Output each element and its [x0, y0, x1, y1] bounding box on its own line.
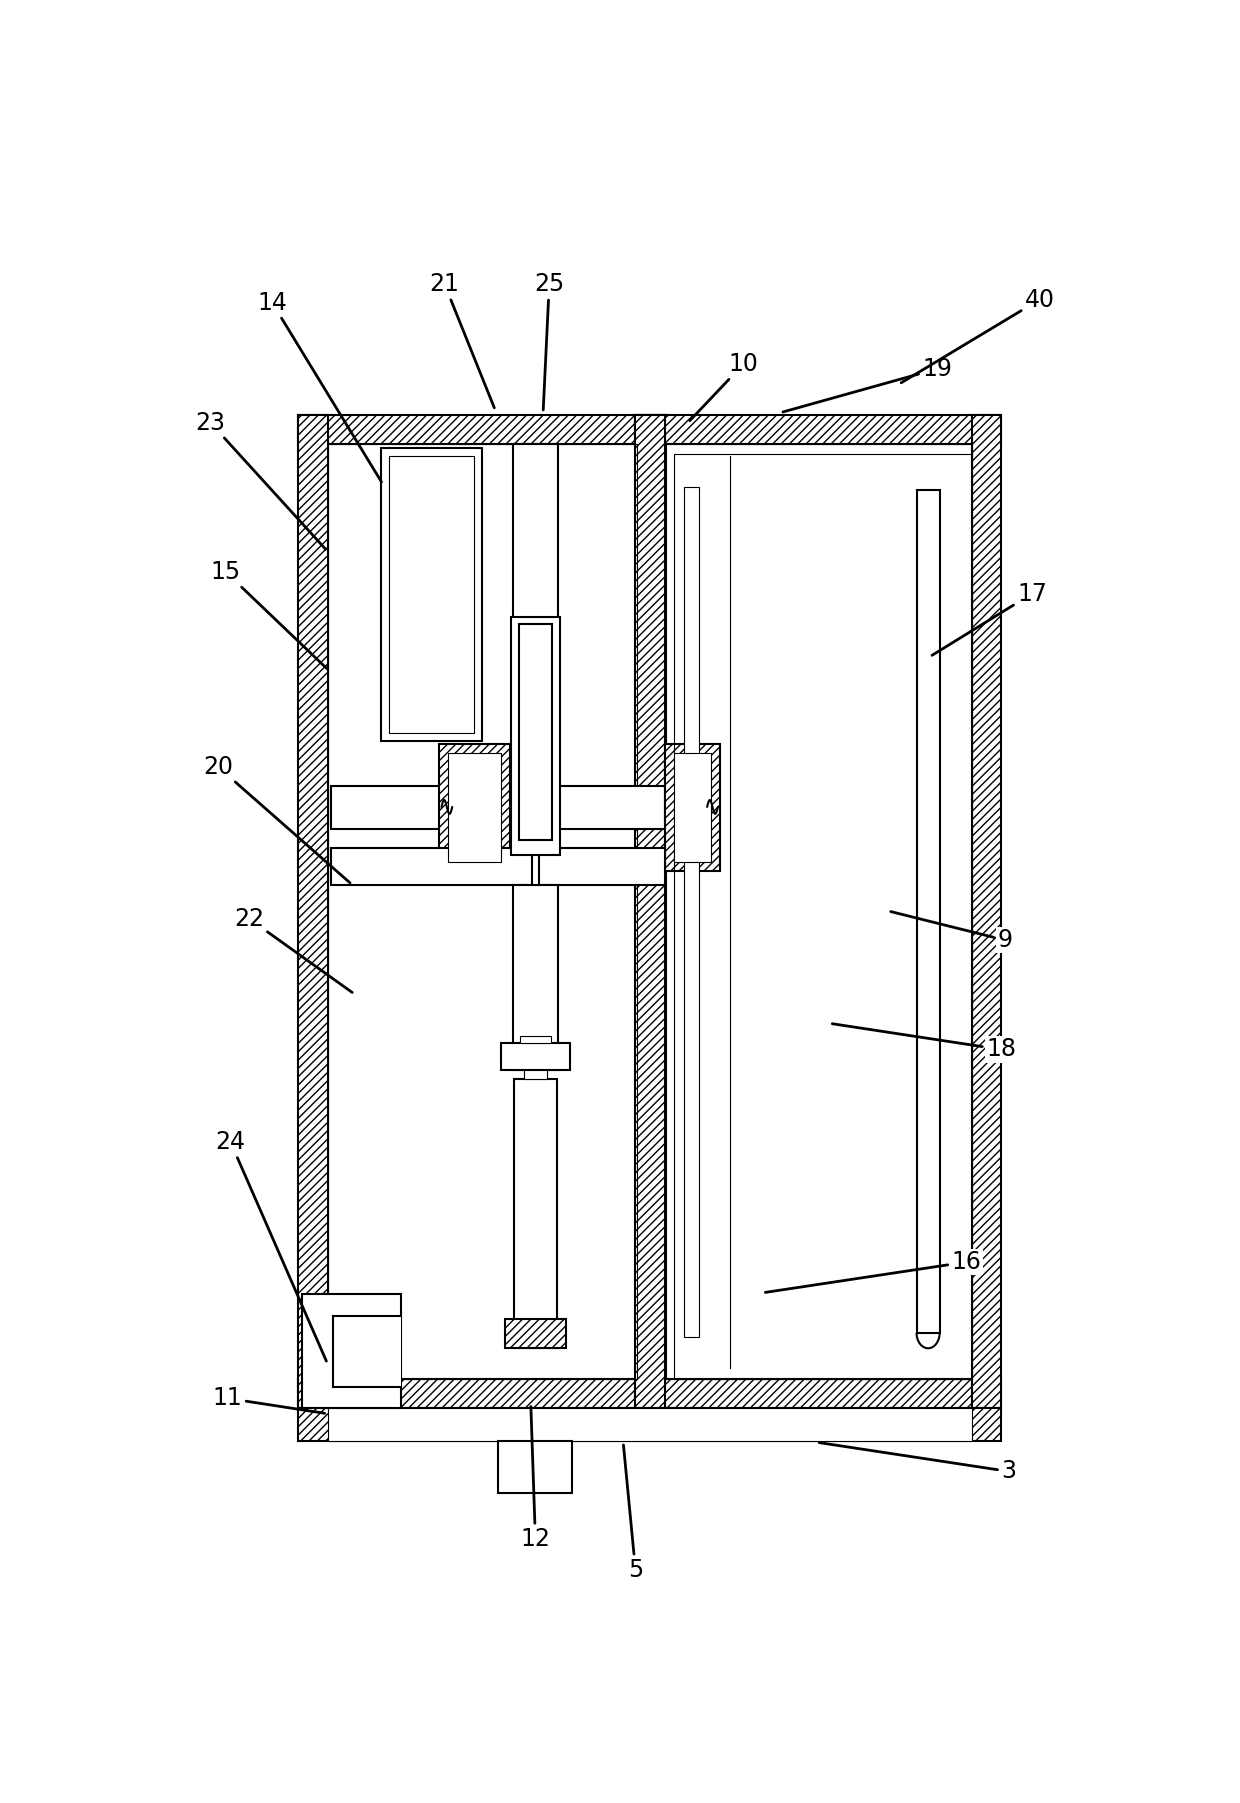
Bar: [505, 1320, 567, 1349]
Text: 10: 10: [689, 352, 758, 420]
Text: 21: 21: [429, 272, 495, 407]
Bar: [501, 1042, 570, 1069]
Bar: [665, 444, 972, 1379]
Bar: [684, 487, 699, 1336]
Bar: [513, 444, 558, 824]
Text: 17: 17: [932, 582, 1047, 654]
Bar: [498, 1441, 573, 1493]
Bar: [332, 1316, 401, 1387]
Bar: [331, 847, 532, 885]
Text: 18: 18: [832, 1024, 1017, 1062]
Bar: [327, 444, 637, 1379]
Bar: [327, 1408, 972, 1441]
Bar: [539, 786, 665, 829]
Bar: [635, 415, 665, 1408]
Text: 3: 3: [820, 1442, 1017, 1484]
Bar: [331, 786, 532, 829]
Bar: [520, 1037, 551, 1042]
Bar: [916, 490, 940, 1332]
Bar: [637, 415, 666, 1408]
Bar: [299, 1379, 666, 1408]
Text: 15: 15: [211, 561, 327, 669]
Text: 5: 5: [624, 1444, 644, 1581]
Bar: [299, 415, 666, 444]
Bar: [513, 885, 558, 1069]
Bar: [299, 1408, 1001, 1441]
Text: 11: 11: [212, 1387, 325, 1414]
Text: 40: 40: [901, 287, 1055, 382]
Text: 22: 22: [234, 907, 352, 992]
Bar: [389, 456, 474, 734]
Bar: [635, 1379, 1001, 1408]
Bar: [439, 745, 510, 871]
Text: 24: 24: [216, 1130, 326, 1361]
Bar: [327, 444, 637, 1379]
Text: 12: 12: [521, 1406, 551, 1551]
Bar: [511, 617, 560, 855]
Bar: [675, 754, 711, 862]
Bar: [523, 1069, 547, 1078]
Text: 16: 16: [765, 1249, 982, 1293]
Text: 23: 23: [196, 411, 326, 550]
Text: 25: 25: [534, 272, 564, 409]
Bar: [520, 624, 552, 840]
Text: 20: 20: [203, 755, 350, 883]
Bar: [972, 415, 1001, 1408]
Bar: [299, 415, 327, 1408]
Bar: [539, 847, 665, 885]
Text: 14: 14: [257, 290, 382, 481]
Bar: [635, 415, 1001, 444]
Bar: [513, 1078, 557, 1349]
Bar: [382, 449, 481, 741]
Bar: [665, 745, 720, 871]
Bar: [665, 444, 972, 1379]
Bar: [675, 454, 972, 1379]
Text: 9: 9: [890, 912, 1013, 952]
Bar: [303, 1295, 401, 1408]
Text: 19: 19: [782, 357, 952, 411]
Bar: [449, 754, 501, 862]
